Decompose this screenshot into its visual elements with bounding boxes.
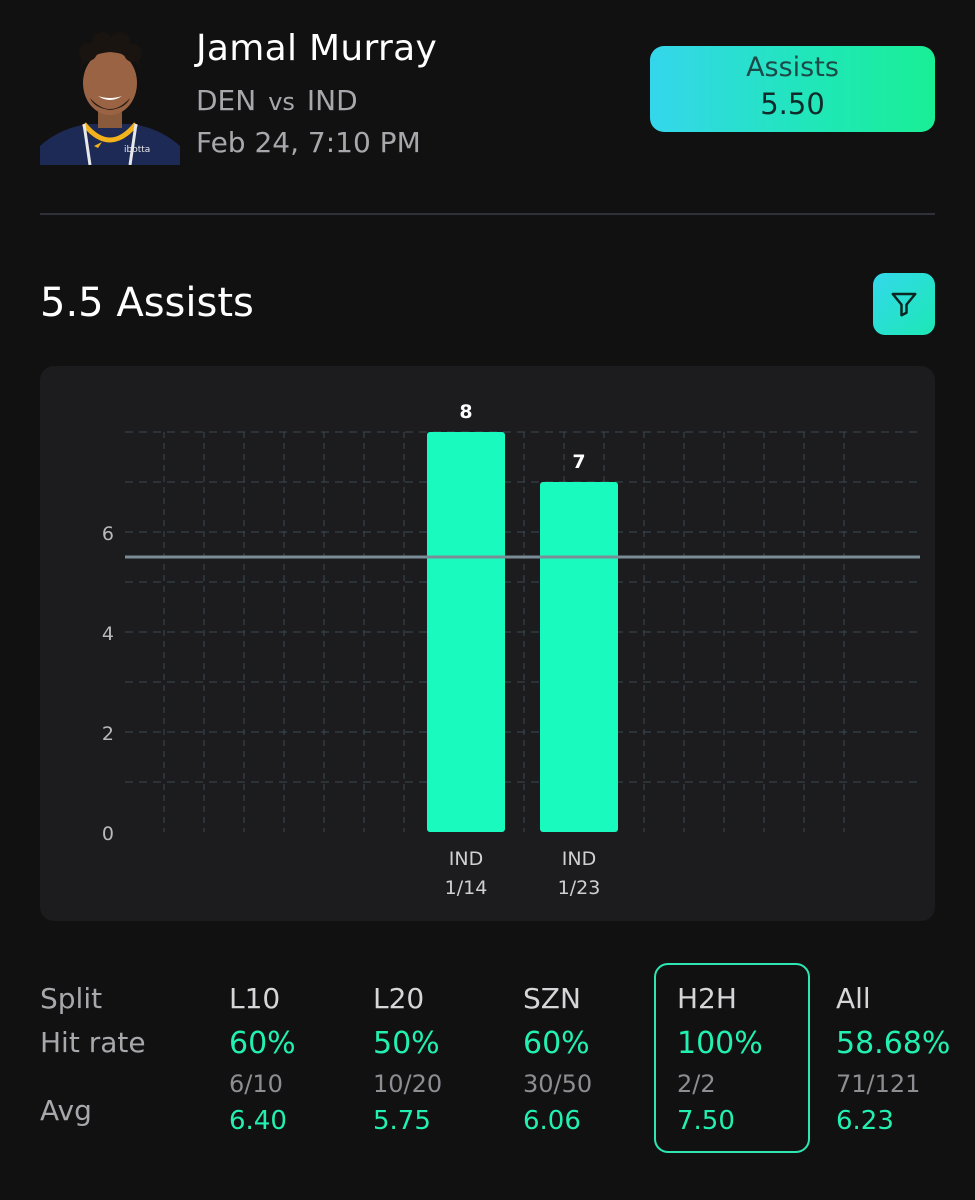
player-headshot-icon: ibotta	[40, 28, 180, 165]
assists-bar-chart: 0 2 4 6 8 IND 1/14 7 IND 1/23	[102, 401, 920, 899]
player-avatar: ibotta	[40, 28, 180, 165]
vs-label: vs	[268, 88, 295, 116]
player-name: Jamal Murray	[196, 28, 438, 69]
prop-line-value: 5.50	[760, 87, 825, 121]
filter-button[interactable]	[873, 273, 935, 335]
split-fraction: 30/50	[523, 1070, 593, 1098]
split-fraction: 71/121	[836, 1070, 921, 1098]
split-hit-rate: 100%	[677, 1026, 763, 1061]
y-tick-label: 4	[102, 623, 114, 645]
split-name: H2H	[677, 982, 737, 1015]
split-fraction: 6/10	[229, 1070, 283, 1098]
y-tick-label: 2	[102, 723, 114, 745]
bar-0	[427, 432, 505, 832]
avg-row-label: Avg	[40, 1094, 92, 1127]
split-hit-rate: 60%	[229, 1026, 296, 1061]
bar-data-label: 7	[572, 451, 585, 473]
y-tick-label: 6	[102, 523, 114, 545]
y-tick-label: 0	[102, 823, 114, 845]
split-avg: 6.23	[836, 1106, 894, 1136]
split-name: L20	[373, 982, 425, 1015]
selected-split-highlight	[654, 963, 810, 1153]
split-avg: 6.40	[229, 1106, 287, 1136]
player-header: ibotta Jamal Murray DEN vs IND Feb 24, 7:1…	[0, 0, 975, 215]
split-avg: 5.75	[373, 1106, 431, 1136]
split-hit-rate: 50%	[373, 1026, 440, 1061]
prop-stat-label: Assists	[746, 52, 839, 83]
hit-rate-row-label: Hit rate	[40, 1026, 146, 1059]
split-fraction: 10/20	[373, 1070, 443, 1098]
x-category-date: 1/23	[558, 877, 601, 899]
matchup: DEN vs IND	[196, 84, 358, 117]
split-name: SZN	[523, 982, 581, 1015]
split-hit-rate: 58.68%	[836, 1026, 951, 1061]
header-divider	[40, 213, 935, 215]
split-fraction: 2/2	[677, 1070, 716, 1098]
x-category-date: 1/14	[445, 877, 488, 899]
split-avg: 6.06	[523, 1106, 581, 1136]
svg-text:ibotta: ibotta	[124, 145, 150, 155]
splits-table: Split Hit rate Avg L10 60% 6/10 6.40 L20…	[0, 960, 975, 1200]
opponent-abbr: IND	[306, 84, 358, 117]
section-title: 5.5 Assists	[40, 280, 254, 326]
filter-funnel-icon	[891, 292, 917, 317]
x-category-label: IND	[562, 848, 596, 870]
split-name: All	[836, 982, 871, 1015]
split-row-label: Split	[40, 982, 103, 1015]
chart-card: 0 2 4 6 8 IND 1/14 7 IND 1/23	[40, 366, 935, 921]
split-hit-rate: 60%	[523, 1026, 590, 1061]
game-datetime: Feb 24, 7:10 PM	[196, 126, 421, 159]
split-column-all[interactable]: All 58.68% 71/121 6.23	[836, 960, 975, 1200]
split-avg: 7.50	[677, 1106, 735, 1136]
bar-data-label: 8	[459, 401, 472, 423]
bar-1	[540, 482, 618, 832]
split-name: L10	[229, 982, 281, 1015]
x-category-label: IND	[449, 848, 483, 870]
prop-line-button[interactable]: Assists 5.50	[650, 46, 935, 132]
team-abbr: DEN	[196, 84, 257, 117]
